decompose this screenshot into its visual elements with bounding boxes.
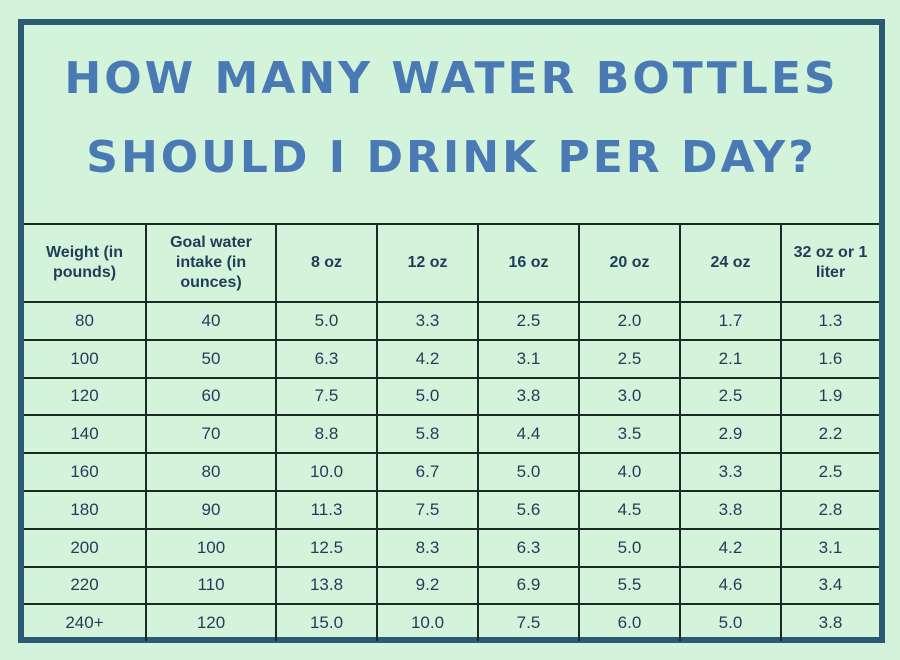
cell-16oz: 3.8 — [477, 376, 580, 417]
cell-goal: 50 — [145, 338, 277, 379]
cell-goal: 80 — [145, 452, 277, 492]
page-title-line-2: SHOULD I DRINK PER DAY? — [86, 132, 817, 183]
cell-20oz: 5.0 — [578, 527, 681, 568]
cell-24oz: 4.6 — [679, 565, 782, 606]
cell-20oz: 5.5 — [578, 565, 681, 606]
cell-24oz: 1.7 — [679, 301, 782, 341]
cell-12oz: 9.2 — [376, 565, 479, 606]
header-32oz: 32 oz or 1 liter — [780, 223, 879, 303]
cell-32oz: 3.4 — [780, 565, 879, 606]
cell-24oz: 2.9 — [679, 414, 782, 455]
cell-16oz: 5.6 — [477, 489, 580, 530]
cell-goal: 60 — [145, 376, 277, 417]
header-8oz: 8 oz — [275, 223, 378, 303]
header-20oz: 20 oz — [578, 223, 681, 303]
cell-16oz: 4.4 — [477, 414, 580, 455]
cell-12oz: 7.5 — [376, 489, 479, 530]
cell-20oz: 3.5 — [578, 414, 681, 455]
cell-24oz: 4.2 — [679, 527, 782, 568]
table-row: 220 110 13.8 9.2 6.9 5.5 4.6 3.4 — [24, 565, 879, 606]
cell-weight: 220 — [24, 565, 147, 606]
cell-24oz: 2.1 — [679, 338, 782, 379]
cell-20oz: 2.5 — [578, 338, 681, 379]
cell-16oz: 2.5 — [477, 301, 580, 341]
header-goal-intake: Goal water intake (in ounces) — [145, 223, 277, 303]
cell-24oz: 5.0 — [679, 603, 782, 642]
cell-32oz: 1.6 — [780, 338, 879, 379]
table-row: 100 50 6.3 4.2 3.1 2.5 2.1 1.6 — [24, 338, 879, 379]
cell-32oz: 2.2 — [780, 414, 879, 455]
cell-20oz: 4.5 — [578, 489, 681, 530]
cell-32oz: 2.8 — [780, 489, 879, 530]
table-row: 240+ 120 15.0 10.0 7.5 6.0 5.0 3.8 — [24, 603, 879, 642]
cell-24oz: 3.8 — [679, 489, 782, 530]
header-weight: Weight (in pounds) — [24, 223, 147, 303]
cell-32oz: 2.5 — [780, 452, 879, 492]
cell-goal: 120 — [145, 603, 277, 642]
header-16oz: 16 oz — [477, 223, 580, 303]
header-24oz: 24 oz — [679, 223, 782, 303]
header-12oz: 12 oz — [376, 223, 479, 303]
table-row: 200 100 12.5 8.3 6.3 5.0 4.2 3.1 — [24, 527, 879, 568]
cell-16oz: 3.1 — [477, 338, 580, 379]
cell-16oz: 6.3 — [477, 527, 580, 568]
cell-20oz: 2.0 — [578, 301, 681, 341]
cell-weight: 100 — [24, 338, 147, 379]
cell-goal: 110 — [145, 565, 277, 606]
cell-8oz: 13.8 — [275, 565, 378, 606]
cell-24oz: 3.3 — [679, 452, 782, 492]
table-row: 120 60 7.5 5.0 3.8 3.0 2.5 1.9 — [24, 376, 879, 417]
cell-weight: 180 — [24, 489, 147, 530]
cell-8oz: 12.5 — [275, 527, 378, 568]
cell-goal: 70 — [145, 414, 277, 455]
cell-16oz: 6.9 — [477, 565, 580, 606]
cell-weight: 240+ — [24, 603, 147, 642]
cell-8oz: 7.5 — [275, 376, 378, 417]
cell-12oz: 5.0 — [376, 376, 479, 417]
cell-8oz: 6.3 — [275, 338, 378, 379]
table-row: 180 90 11.3 7.5 5.6 4.5 3.8 2.8 — [24, 489, 879, 530]
cell-32oz: 3.8 — [780, 603, 879, 642]
cell-8oz: 11.3 — [275, 489, 378, 530]
cell-goal: 100 — [145, 527, 277, 568]
header-row: Weight (in pounds) Goal water intake (in… — [24, 223, 879, 303]
table-row: 160 80 10.0 6.7 5.0 4.0 3.3 2.5 — [24, 452, 879, 492]
cell-32oz: 1.3 — [780, 301, 879, 341]
cell-16oz: 5.0 — [477, 452, 580, 492]
chart-frame: HOW MANY WATER BOTTLES SHOULD I DRINK PE… — [18, 19, 885, 643]
cell-weight: 200 — [24, 527, 147, 568]
cell-8oz: 8.8 — [275, 414, 378, 455]
cell-weight: 120 — [24, 376, 147, 417]
cell-24oz: 2.5 — [679, 376, 782, 417]
cell-12oz: 4.2 — [376, 338, 479, 379]
cell-12oz: 10.0 — [376, 603, 479, 642]
cell-8oz: 5.0 — [275, 301, 378, 341]
cell-32oz: 3.1 — [780, 527, 879, 568]
cell-8oz: 15.0 — [275, 603, 378, 642]
cell-20oz: 4.0 — [578, 452, 681, 492]
cell-12oz: 8.3 — [376, 527, 479, 568]
table-row: 140 70 8.8 5.8 4.4 3.5 2.9 2.2 — [24, 414, 879, 455]
title-block: HOW MANY WATER BOTTLES SHOULD I DRINK PE… — [24, 25, 879, 223]
water-bottle-table: Weight (in pounds) Goal water intake (in… — [24, 223, 879, 642]
cell-32oz: 1.9 — [780, 376, 879, 417]
cell-weight: 80 — [24, 301, 147, 341]
cell-12oz: 3.3 — [376, 301, 479, 341]
cell-12oz: 5.8 — [376, 414, 479, 455]
table-row: 80 40 5.0 3.3 2.5 2.0 1.7 1.3 — [24, 301, 879, 341]
cell-goal: 90 — [145, 489, 277, 530]
cell-20oz: 6.0 — [578, 603, 681, 642]
cell-weight: 160 — [24, 452, 147, 492]
cell-weight: 140 — [24, 414, 147, 455]
cell-16oz: 7.5 — [477, 603, 580, 642]
cell-8oz: 10.0 — [275, 452, 378, 492]
cell-goal: 40 — [145, 301, 277, 341]
cell-20oz: 3.0 — [578, 376, 681, 417]
cell-12oz: 6.7 — [376, 452, 479, 492]
page-title-line-1: HOW MANY WATER BOTTLES — [64, 53, 839, 104]
